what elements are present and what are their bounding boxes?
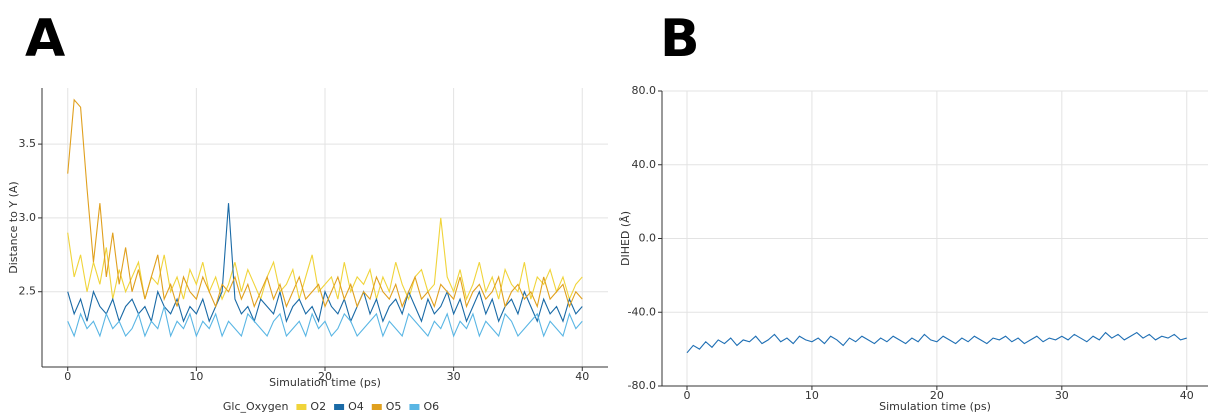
legend-swatch — [334, 404, 345, 410]
legend-label: O2 — [310, 400, 326, 413]
y-tick-label: 3.0 — [19, 211, 37, 224]
y-tick-label: -40.0 — [628, 305, 656, 318]
y-axis-label: DIHED (Å) — [619, 211, 632, 266]
x-tick-label: 20 — [318, 370, 332, 383]
data-line — [686, 331, 1187, 354]
data-line — [67, 98, 583, 309]
y-tick-label: -80.0 — [628, 379, 656, 392]
x-axis-label: Simulation time (ps) — [269, 376, 381, 389]
legend-swatch — [296, 404, 307, 410]
data-line — [67, 217, 583, 301]
legend-swatch — [409, 404, 420, 410]
legend-swatch — [371, 404, 382, 410]
legend-label: O6 — [423, 400, 439, 413]
x-tick-label: 40 — [575, 370, 589, 383]
y-tick-label: 0.0 — [639, 232, 657, 245]
panel-label: A — [25, 9, 65, 69]
x-axis-label: Simulation time (ps) — [879, 400, 991, 413]
y-tick-label: 3.5 — [19, 137, 37, 150]
x-tick-label: 10 — [805, 389, 819, 402]
data-line — [67, 203, 583, 324]
y-axis-label: Distance to Y (A) — [7, 181, 20, 273]
legend-title: Glc_Oxygen — [223, 400, 289, 413]
y-tick-label: 80.0 — [632, 84, 657, 97]
x-tick-label: 40 — [1180, 389, 1194, 402]
x-tick-label: 0 — [683, 389, 690, 402]
y-tick-label: 40.0 — [632, 158, 657, 171]
x-tick-label: 20 — [930, 389, 944, 402]
legend-label: O4 — [348, 400, 364, 413]
x-tick-label: 30 — [1055, 389, 1069, 402]
x-tick-label: 30 — [447, 370, 461, 383]
data-line — [67, 306, 583, 338]
x-tick-label: 0 — [64, 370, 71, 383]
legend-label: O5 — [386, 400, 402, 413]
legend: Glc_Oxygen O2 O4 O5 O6 — [223, 400, 439, 413]
x-tick-label: 10 — [189, 370, 203, 383]
y-tick-label: 2.5 — [19, 285, 37, 298]
panel-label: B — [660, 9, 700, 69]
